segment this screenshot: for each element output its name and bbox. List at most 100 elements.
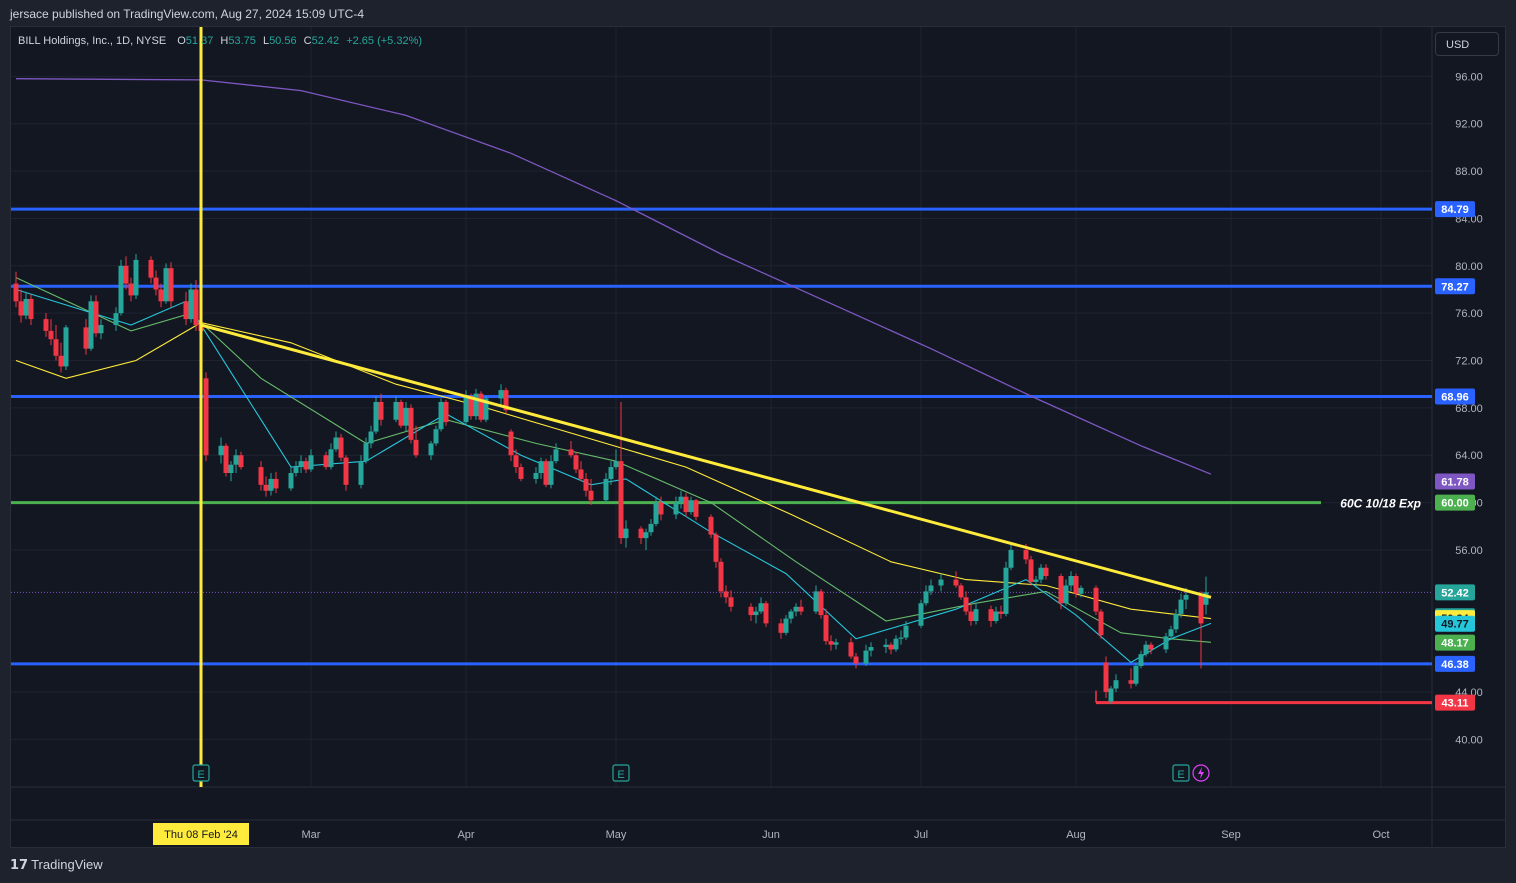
candle [263, 476, 269, 497]
candle-body [1008, 549, 1014, 568]
candle-body [648, 523, 654, 533]
candle [783, 615, 789, 636]
candle [938, 573, 944, 592]
candle-body [183, 301, 189, 320]
candle-body [1148, 644, 1154, 650]
candle-body [778, 623, 784, 633]
price-tag: 78.27 [1435, 278, 1475, 295]
candle [328, 443, 334, 470]
candle-body [1098, 611, 1104, 636]
chart-panel[interactable]: 60C 10/18 Exp E E E 96.00 92.00 88.00 84.00 80.0… [10, 26, 1506, 848]
earnings-icon [612, 764, 630, 782]
candle-body [118, 265, 124, 314]
price-tick-label: 72.00 [1455, 356, 1483, 368]
price-tick-label: 68.00 [1455, 403, 1483, 415]
symbol-label[interactable]: BILL Holdings, Inc., 1D, NYSE [18, 35, 167, 47]
candle [113, 307, 119, 331]
candle-body [193, 289, 199, 325]
candle-body [548, 461, 554, 485]
candle [958, 583, 964, 600]
candle [1063, 579, 1069, 606]
candle [998, 605, 1004, 619]
candle [718, 558, 724, 598]
tradingview-brand[interactable]: 17 TradingView [10, 857, 103, 873]
price-tick-label: 40.00 [1455, 734, 1483, 746]
candle [893, 635, 899, 652]
candle-body [693, 500, 699, 517]
candle [883, 638, 889, 653]
candle [853, 652, 859, 669]
candle [203, 372, 209, 462]
price-tag-label: 52.42 [1441, 587, 1469, 599]
candles-layer [13, 253, 1209, 704]
candle-body [263, 484, 269, 491]
candle [118, 259, 124, 316]
candle-body [1173, 613, 1179, 630]
candle-body [293, 467, 299, 473]
high-value: 53.75 [228, 35, 256, 47]
candle-body [763, 603, 769, 624]
currency-button[interactable]: USD [1435, 32, 1499, 56]
candle [1133, 662, 1139, 687]
candle [303, 457, 309, 473]
candle [573, 451, 579, 473]
price-tag-label: 46.38 [1441, 659, 1469, 671]
candle-body [863, 650, 869, 664]
price-tag: 60.00 [1435, 494, 1475, 511]
price-tag-bg [1435, 494, 1475, 511]
candle-body [1103, 662, 1109, 693]
candle-body [158, 289, 164, 302]
candle-body [478, 393, 484, 420]
price-tag: 68.96 [1435, 388, 1475, 405]
candle-body [443, 401, 449, 423]
candle [338, 433, 344, 462]
price-tag: 48.17 [1435, 634, 1475, 651]
candle [1163, 632, 1169, 653]
candle [818, 589, 824, 619]
candle-body [268, 478, 274, 491]
candle [1068, 571, 1074, 592]
earnings-marker: E [1172, 764, 1190, 782]
candle [753, 606, 759, 624]
candle [568, 441, 574, 458]
candle-body [468, 396, 474, 417]
candle [828, 635, 834, 651]
candle-body [783, 618, 789, 633]
candle-body [1138, 654, 1144, 666]
price-tag-bg [1435, 615, 1475, 632]
candle-body [748, 606, 754, 616]
candle [813, 585, 819, 614]
candle [778, 618, 784, 639]
candle [443, 399, 449, 426]
candle [693, 499, 699, 521]
candle-body [678, 496, 684, 503]
candle-body [28, 298, 34, 320]
candle-body [968, 611, 974, 621]
price-tag-label: 78.27 [1441, 281, 1469, 293]
candle-body [1068, 576, 1074, 586]
earnings-icon [192, 764, 210, 782]
candle-body [343, 457, 349, 485]
open-value: 51.37 [185, 35, 214, 47]
candle [928, 579, 934, 595]
candle [898, 630, 904, 645]
candle-body [13, 283, 19, 302]
candle [953, 571, 959, 588]
candle [1078, 585, 1084, 598]
candle [298, 455, 304, 473]
candle [438, 398, 444, 432]
candle [273, 471, 279, 494]
candle-body [83, 327, 89, 349]
candle-body [1183, 594, 1189, 600]
candle-body [433, 429, 439, 444]
candle-body [923, 591, 929, 604]
candle [603, 473, 609, 503]
candle [363, 437, 369, 464]
candle-body [43, 319, 49, 331]
candle [58, 342, 64, 373]
candle [1138, 650, 1144, 669]
candle-body [608, 467, 614, 479]
candle [623, 520, 629, 548]
trendline [200, 323, 1212, 599]
